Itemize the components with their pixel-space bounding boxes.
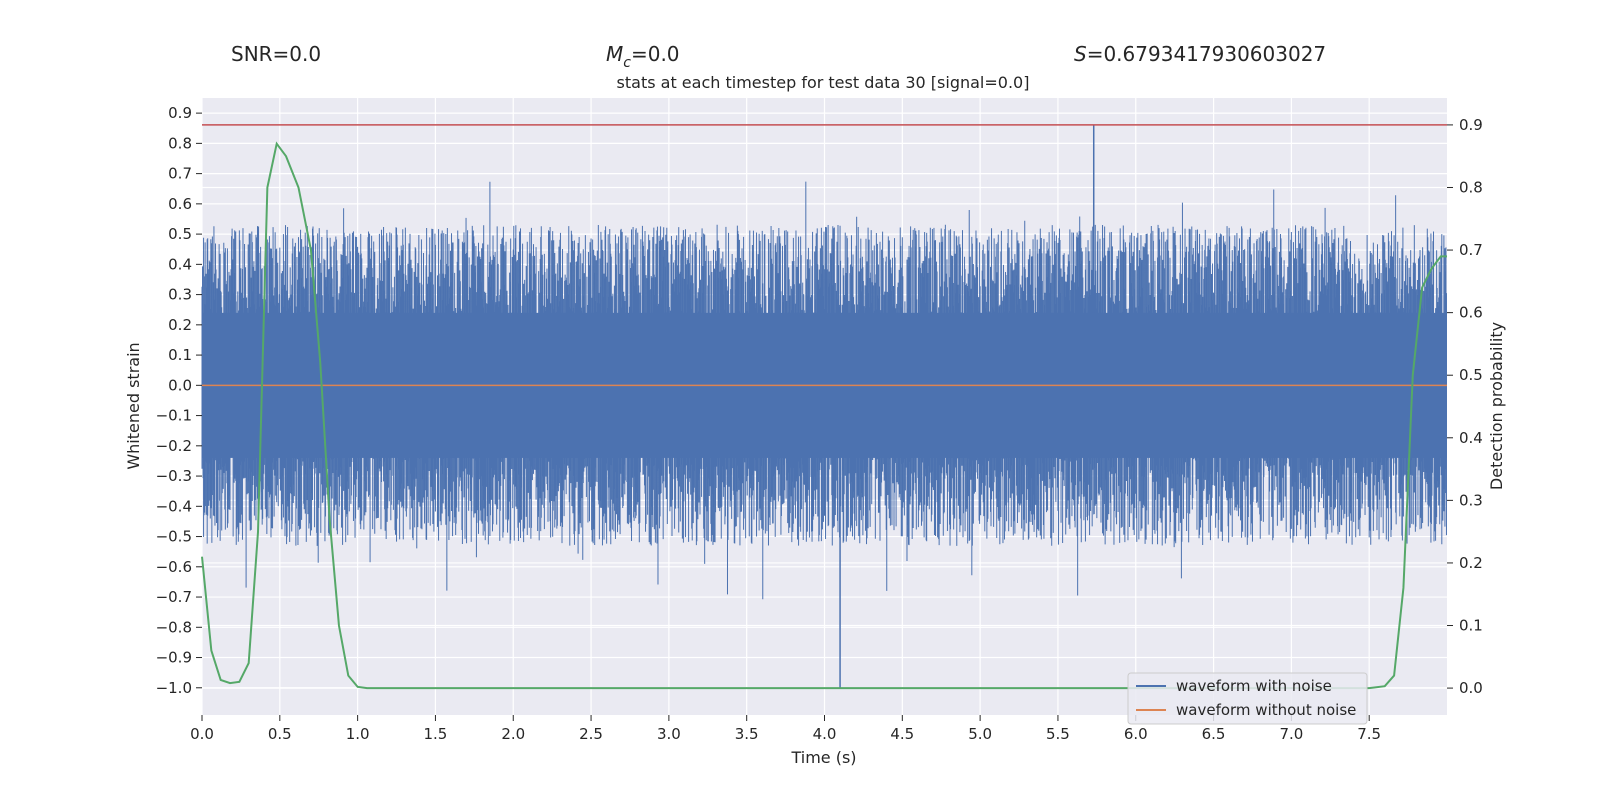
x-tick-label: 5.5: [1046, 725, 1070, 743]
x-tick-label: 6.5: [1202, 725, 1226, 743]
x-tick-label: 1.0: [346, 725, 370, 743]
legend-label-clean: waveform without noise: [1176, 701, 1356, 719]
y-axis-left-label: Whitened strain: [124, 342, 143, 469]
y-axis-left: 0.9 0.8 0.7 0.6 0.5 0.4 0.3 0.2 0.1 0.0 −0.1 −0.2 −0…: [156, 104, 202, 697]
x-tick-label: 0.5: [268, 725, 292, 743]
y-right-tick-label: 0.5: [1459, 366, 1483, 384]
x-tick-label: 5.0: [968, 725, 992, 743]
y-right-tick-label: 0.7: [1459, 241, 1483, 259]
y-right-tick-label: 0.9: [1459, 116, 1483, 134]
y-right-tick-label: 0.4: [1459, 429, 1483, 447]
y-right-tick-label: 0.3: [1459, 491, 1483, 509]
x-tick-label: 2.0: [501, 725, 525, 743]
x-tick-label: 6.0: [1124, 725, 1148, 743]
chirp-mass-stat: Mc=0.0: [606, 42, 680, 71]
x-axis-label: Time (s): [790, 748, 856, 767]
y-left-tick-label: 0.9: [168, 104, 192, 122]
y-left-tick-label: 0.3: [168, 286, 192, 304]
lines-layer: [201, 124, 1447, 690]
x-tick-label: 0.0: [190, 725, 214, 743]
legend: waveform with noise waveform without noi…: [1127, 672, 1368, 725]
x-tick-label: 1.5: [424, 725, 448, 743]
y-left-tick-label: 0.4: [168, 255, 192, 273]
chart-title: stats at each timestep for test data 30 …: [617, 73, 1030, 92]
x-tick-label: 4.5: [890, 725, 914, 743]
y-left-tick-label: −0.4: [156, 497, 192, 515]
y-axis-right: 0.9 0.8 0.7 0.6 0.5 0.4 0.3 0.2 0.1 0.0: [1447, 116, 1483, 697]
y-left-tick-label: −0.7: [156, 588, 192, 606]
x-tick-label: 4.0: [813, 725, 837, 743]
y-axis-right-label: Detection probability: [1487, 322, 1506, 490]
y-left-tick-label: −0.3: [156, 467, 192, 485]
x-axis: 0.0 0.5 1.0 1.5 2.0 2.5 3.0 3.5 4.0 4.5 5.0 5.5 6.0 6…: [190, 715, 1381, 743]
y-left-tick-label: −0.8: [156, 618, 192, 636]
x-tick-label: 3.5: [735, 725, 759, 743]
y-left-tick-label: 0.2: [168, 316, 192, 334]
snr-stat: SNR=0.0: [231, 42, 321, 66]
y-right-tick-label: 0.0: [1459, 679, 1483, 697]
y-left-tick-label: −0.6: [156, 558, 192, 576]
y-left-tick-label: −0.5: [156, 528, 192, 546]
y-left-tick-label: 0.5: [168, 225, 192, 243]
y-left-tick-label: −0.2: [156, 437, 192, 455]
y-right-tick-label: 0.1: [1459, 617, 1483, 635]
y-left-tick-label: −0.1: [156, 407, 192, 425]
y-left-tick-label: −1.0: [156, 679, 192, 697]
y-right-tick-label: 0.8: [1459, 178, 1483, 196]
y-right-tick-label: 0.2: [1459, 554, 1483, 572]
y-left-tick-label: 0.6: [168, 195, 192, 213]
legend-label-noise: waveform with noise: [1176, 677, 1332, 695]
detection-probability-line: [201, 141, 1447, 690]
y-right-tick-label: 0.6: [1459, 304, 1483, 322]
y-left-tick-label: 0.0: [168, 376, 192, 394]
x-tick-label: 2.5: [579, 725, 603, 743]
y-left-tick-label: 0.7: [168, 165, 192, 183]
legend-box: [1127, 672, 1368, 725]
y-left-tick-label: 0.1: [168, 346, 192, 364]
x-tick-label: 3.0: [657, 725, 681, 743]
x-tick-label: 7.5: [1357, 725, 1381, 743]
y-left-tick-label: 0.8: [168, 134, 192, 152]
x-tick-label: 7.0: [1279, 725, 1303, 743]
y-left-tick-label: −0.9: [156, 649, 192, 667]
s-stat: S=0.6793417930603027: [1074, 42, 1326, 66]
